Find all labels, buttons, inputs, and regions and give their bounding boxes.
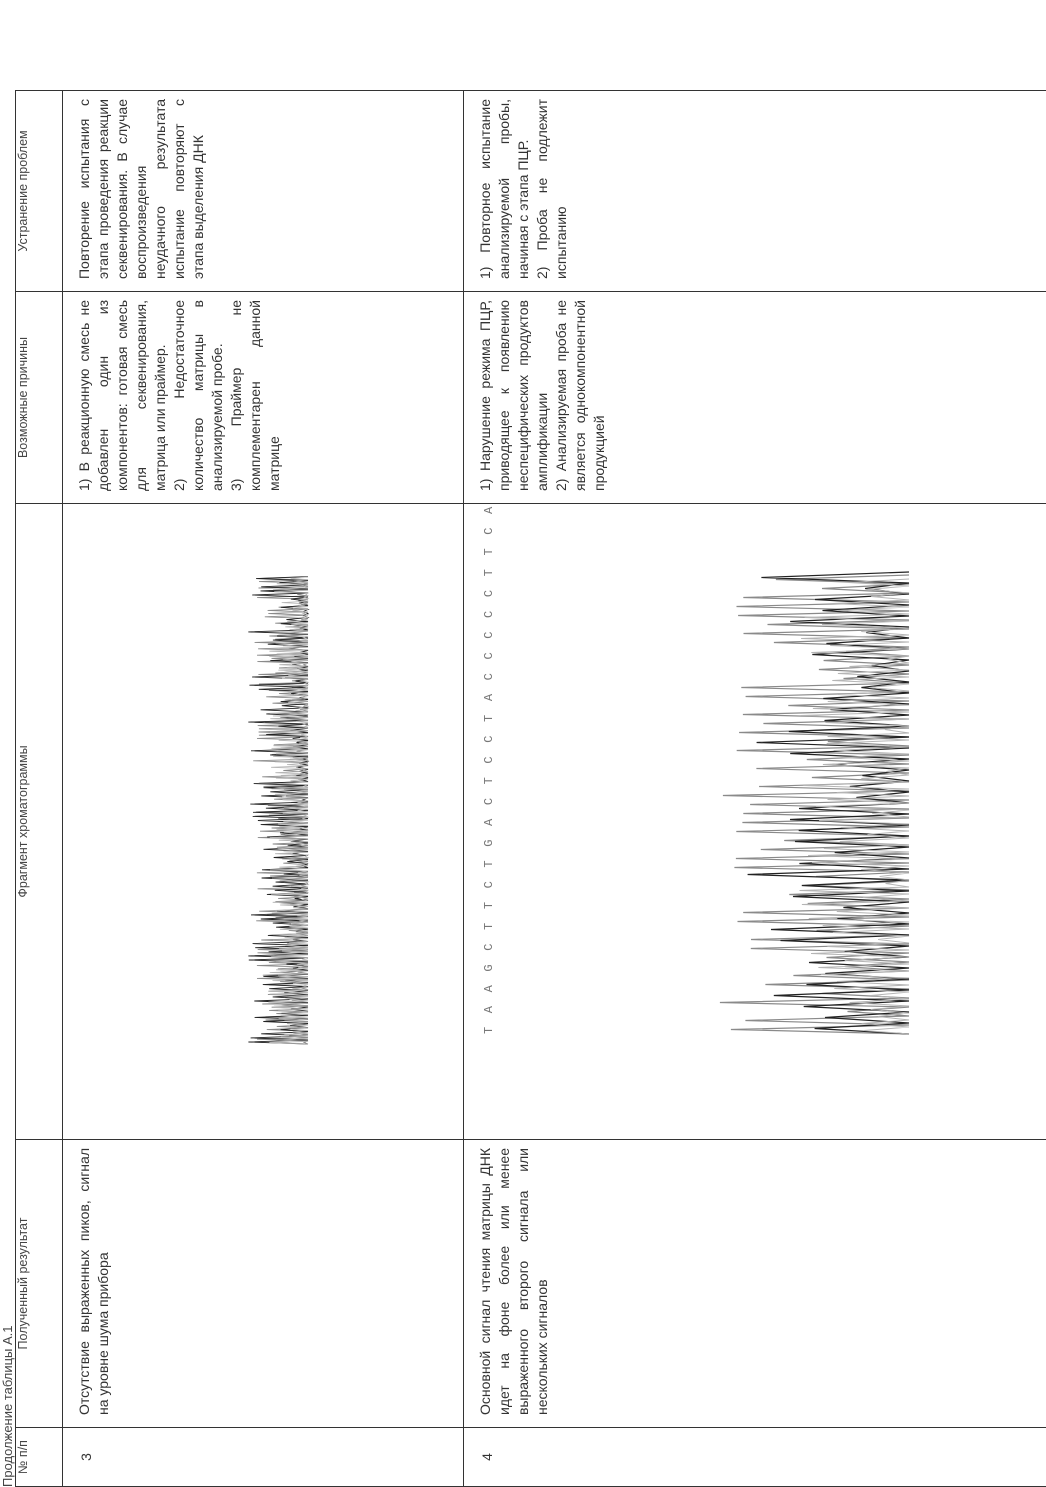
signal-trace [799, 578, 910, 1035]
header-chromatogram: Фрагмент хроматограммы [15, 503, 63, 1140]
row-num-cell: 4 [463, 1427, 1046, 1487]
table-row: 4 Основной сигнал чтения матрицы ДНК иде… [463, 90, 1046, 1487]
causes-text: 1) В реакционную смесь не добавлен один … [76, 300, 282, 491]
result-cell: Отсутствие выраженных пиков, сигнал на у… [62, 1139, 464, 1428]
table-header-row: № п/п Полученный результат Фрагмент хром… [15, 90, 63, 1487]
result-cell: Основной сигнал чтения матрицы ДНК идет … [463, 1139, 1046, 1428]
causes-text: 1) Нарушение режима ПЦР, приводящее к по… [477, 300, 607, 491]
row-num: 3 [78, 1453, 94, 1461]
causes-cell: 1) Нарушение режима ПЦР, приводящее к по… [463, 291, 1046, 504]
header-result: Полученный результат [15, 1139, 63, 1428]
noise-trace [268, 576, 310, 1045]
fix-text: Повторение испытания с этапа проведения … [76, 99, 206, 279]
fix-cell: Повторение испытания с этапа проведения … [62, 90, 464, 292]
base-calls: T A A G C T T C T G A C T C C T A C C C … [482, 504, 496, 1034]
chromatogram-cell: T A A G C T T C T G A C T C C T A C C C … [463, 503, 1046, 1140]
result-text: Отсутствие выраженных пиков, сигнал на у… [76, 1148, 111, 1415]
causes-cell: 1) В реакционную смесь не добавлен один … [62, 291, 464, 504]
troubleshooting-table: № п/п Полученный результат Фрагмент хром… [15, 90, 1046, 1487]
header-causes: Возможные причины [15, 291, 63, 504]
mixed-signal-chromatogram: T A A G C T T C T G A C T C C T A C C C … [482, 504, 910, 1035]
fix-text: 1) Повторное испытание анализируемой про… [477, 99, 569, 279]
chromatogram-cell [62, 503, 464, 1140]
row-num: 4 [479, 1453, 495, 1461]
result-text: Основной сигнал чтения матрицы ДНК идет … [477, 1148, 550, 1415]
fix-cell: 1) Повторное испытание анализируемой про… [463, 90, 1046, 292]
table-row: 3 Отсутствие выраженных пиков, сигнал на… [62, 90, 464, 1487]
noise-chromatogram [248, 576, 310, 1045]
continuation-note: Продолжение таблицы А.1 [0, 1325, 15, 1487]
header-fix: Устранение проблем [15, 90, 63, 292]
header-num: № п/п [15, 1427, 63, 1487]
row-num-cell: 3 [62, 1427, 464, 1487]
